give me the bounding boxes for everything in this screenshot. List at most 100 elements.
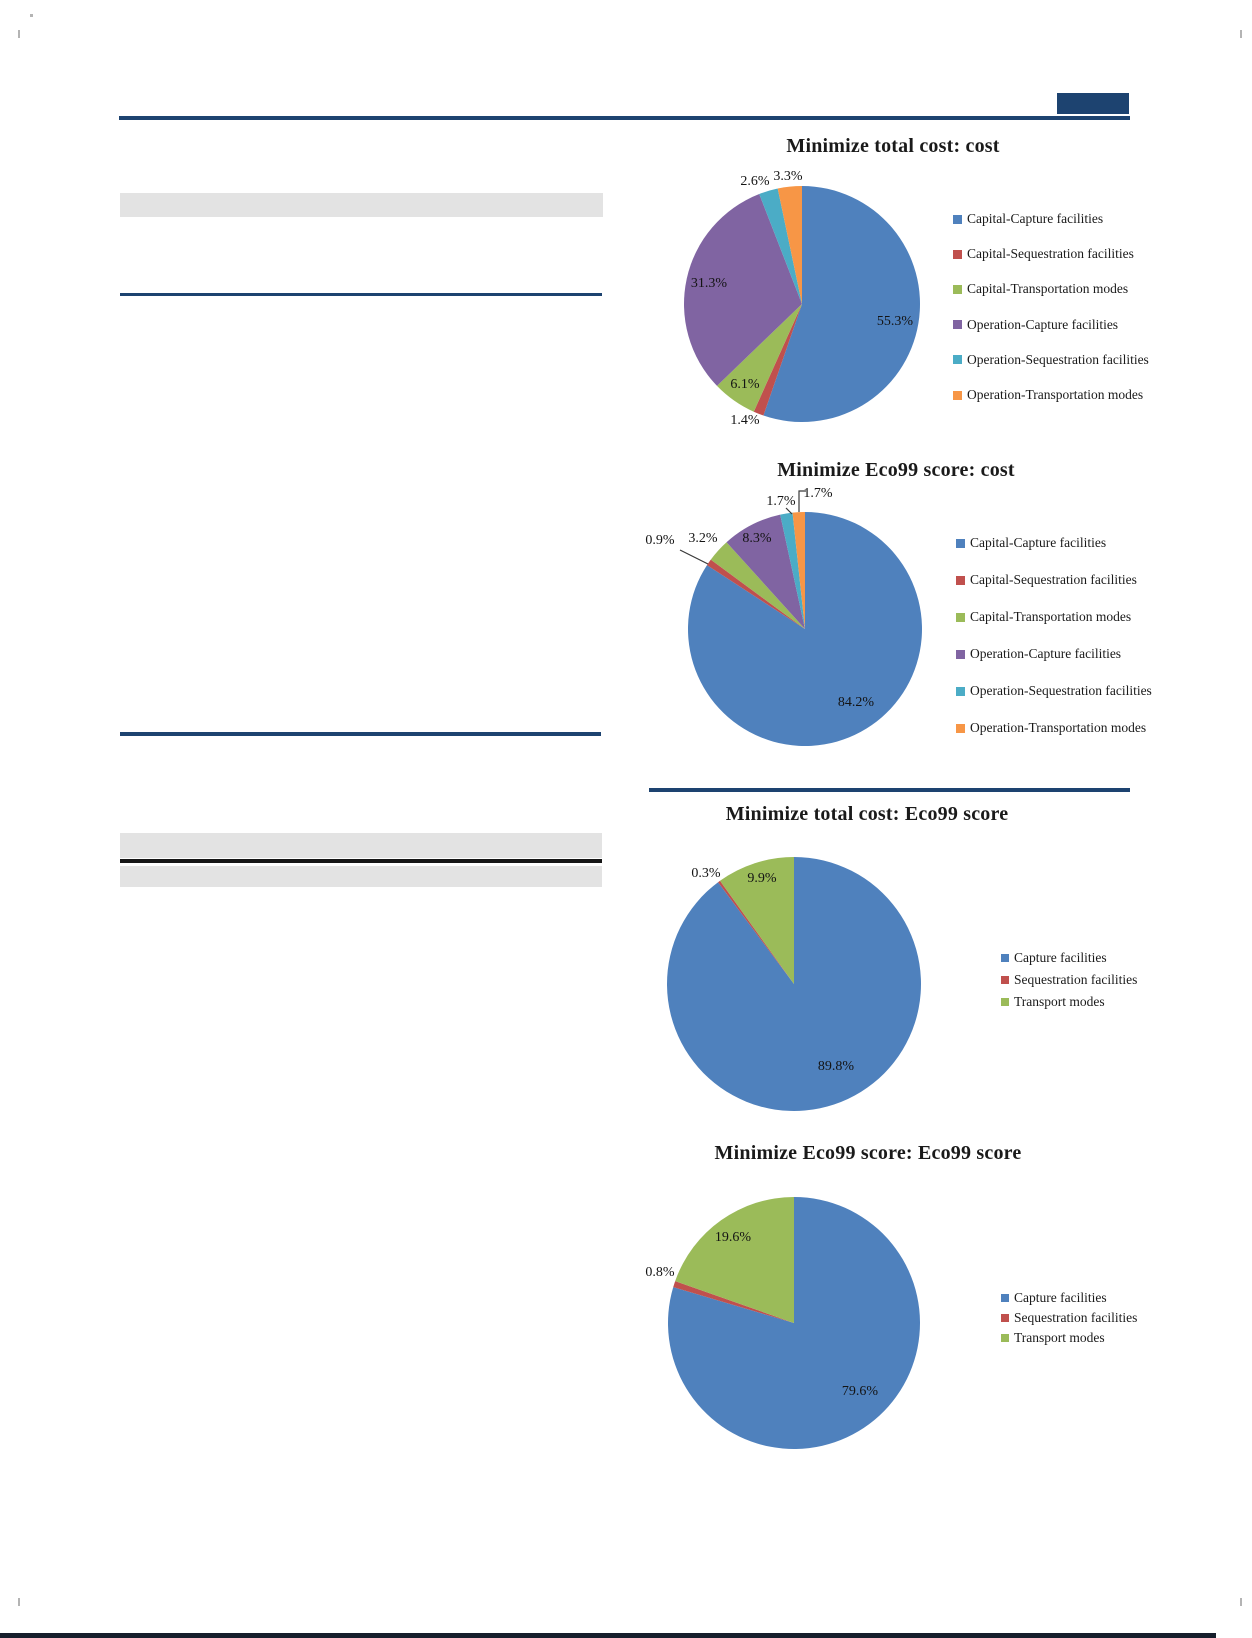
pie-data-label: 1.7%: [803, 486, 833, 501]
legend-label: Capture facilities: [1014, 1290, 1107, 1305]
legend-label: Operation-Sequestration facilities: [970, 683, 1152, 698]
legend-min-eco99-cost: Capital-Capture facilities Capital-Seques…: [956, 536, 1186, 746]
legend-min-cost-cost: Capital-Capture facilities Capital-Seques…: [953, 212, 1183, 412]
legend-label: Operation-Transportation modes: [970, 720, 1147, 735]
legend-label: Capital-Capture facilities: [970, 535, 1107, 550]
legend-color-chip: [1001, 1334, 1009, 1342]
pie-slice: [673, 1281, 794, 1323]
crop-mark: [1240, 1598, 1242, 1606]
pie-data-label: 0.9%: [645, 533, 675, 548]
legend-color-chip: [953, 284, 962, 294]
chart-title: Minimize total cost: Eco99 score: [725, 803, 1009, 825]
legend-item: Capital-Capture facilities: [953, 212, 1103, 226]
legend-label: Sequestration facilities: [1014, 1310, 1138, 1325]
legend-label: Capital-Sequestration facilities: [970, 572, 1137, 587]
legend-label: Capital-Capture facilities: [967, 211, 1104, 226]
pie-data-label: 9.9%: [747, 871, 777, 886]
legend-label: Capital-Sequestration facilities: [967, 246, 1134, 262]
pie-data-label: 55.3%: [877, 314, 914, 329]
legend-item: Operation-Transportation modes: [953, 388, 1143, 402]
legend-label: Transport modes: [1014, 994, 1105, 1009]
chart-title: Minimize Eco99 score: Eco99 score: [714, 1142, 1022, 1164]
legend-item: Capital-Sequestration facilities: [953, 247, 1134, 261]
text-placeholder-bar: [120, 193, 603, 217]
pie-slice: [780, 512, 805, 629]
pie-slice: [726, 514, 805, 629]
legend-color-chip: [1001, 976, 1009, 984]
pie-data-label: 6.1%: [730, 377, 760, 392]
legend-label: Capture facilities: [1014, 950, 1107, 965]
pie-data-label: 84.2%: [838, 695, 875, 710]
pie-data-label: 1.4%: [730, 413, 760, 428]
legend-color-chip: [953, 355, 962, 365]
table-rule-black: [120, 859, 602, 863]
legend-item: Sequestration facilities: [1001, 973, 1137, 987]
legend-color-chip: [956, 649, 965, 659]
legend-color-chip: [956, 612, 965, 622]
legend-color-chip: [1001, 1314, 1009, 1322]
chart-title: Minimize total cost: cost: [786, 135, 1000, 157]
legend-item: Capture facilities: [1001, 951, 1107, 965]
pie-data-label: 3.2%: [688, 531, 718, 546]
legend-item: Capital-Capture facilities: [956, 536, 1106, 550]
legend-label: Capital-Transportation modes: [970, 609, 1132, 624]
chart-title: Minimize Eco99 score: cost: [777, 459, 1015, 481]
pie-data-label: 1.7%: [766, 494, 796, 509]
legend-color-chip: [1001, 954, 1009, 962]
legend-color-chip: [956, 538, 965, 548]
pie-chart-min-cost-eco99: 89.8% 0.3% 9.9%: [667, 857, 921, 1111]
pie-data-label: 8.3%: [742, 531, 772, 546]
pie-chart-min-eco99-eco99: 79.6% 0.8% 19.6%: [645, 1197, 920, 1449]
legend-label: Sequestration facilities: [1014, 972, 1138, 987]
legend-item: Capital-Transportation modes: [956, 610, 1131, 624]
legend-color-chip: [953, 390, 962, 400]
pie-data-label: 2.6%: [740, 174, 770, 189]
pie-data-label: 3.3%: [773, 169, 803, 184]
legend-min-eco99-eco99: Capture facilities Sequestration faciliti…: [1001, 1291, 1221, 1357]
section-rule: [120, 732, 601, 736]
legend-color-chip: [956, 723, 965, 733]
pie-slice: [763, 186, 920, 423]
legend-item: Transport modes: [1001, 995, 1105, 1009]
page-bottom-bar: [0, 1633, 1216, 1638]
legend-label: Operation-Capture facilities: [970, 646, 1122, 661]
right-column-rule: [649, 788, 1130, 792]
pie-slice: [675, 1197, 794, 1323]
label-leader-line: [798, 490, 806, 512]
legend-item: Operation-Capture facilities: [953, 316, 1119, 332]
pie-data-label: 79.6%: [842, 1384, 879, 1399]
pie-slice: [777, 186, 802, 304]
legend-color-chip: [956, 575, 965, 585]
legend-item: Sequestration facilities: [1001, 1311, 1137, 1325]
label-leader-line: [785, 507, 793, 515]
pie-slice: [710, 542, 805, 629]
pie-data-label: 89.8%: [818, 1059, 855, 1074]
crop-mark: [1240, 30, 1242, 38]
crop-mark: [18, 1598, 20, 1606]
pie-data-label: 19.6%: [715, 1230, 752, 1245]
pie-chart-min-cost-cost: 55.3% 1.4% 6.1% 31.3% 2.6% 3.3%: [684, 169, 920, 428]
pie-data-label: 31.3%: [691, 276, 728, 291]
pie-slice: [792, 512, 805, 629]
pie-slice: [718, 880, 794, 984]
legend-item: Operation-Sequestration facilities: [956, 684, 1152, 698]
crop-mark: [30, 14, 33, 17]
header-rule: [119, 116, 1130, 120]
legend-item: Capital-Sequestration facilities: [956, 573, 1137, 587]
pie-chart-min-eco99-cost: 84.2% 0.9% 3.2% 8.3% 1.7% 1.7%: [645, 486, 922, 746]
legend-item: Operation-Transportation modes: [956, 721, 1146, 735]
legend-label: Operation-Transportation modes: [967, 387, 1144, 402]
pie-slice: [719, 857, 794, 984]
legend-label: Operation-Capture facilities: [967, 316, 1119, 332]
legend-color-chip: [1001, 1294, 1009, 1302]
pie-slice: [717, 304, 802, 412]
legend-color-chip: [953, 320, 962, 330]
pie-slice: [707, 559, 805, 629]
legend-item: Operation-Capture facilities: [956, 647, 1121, 661]
crop-mark: [18, 30, 20, 38]
legend-item: Capture facilities: [1001, 1291, 1107, 1305]
pie-data-label: 0.8%: [645, 1265, 675, 1280]
text-placeholder-bar: [120, 866, 602, 887]
legend-item: Capital-Transportation modes: [953, 282, 1128, 296]
